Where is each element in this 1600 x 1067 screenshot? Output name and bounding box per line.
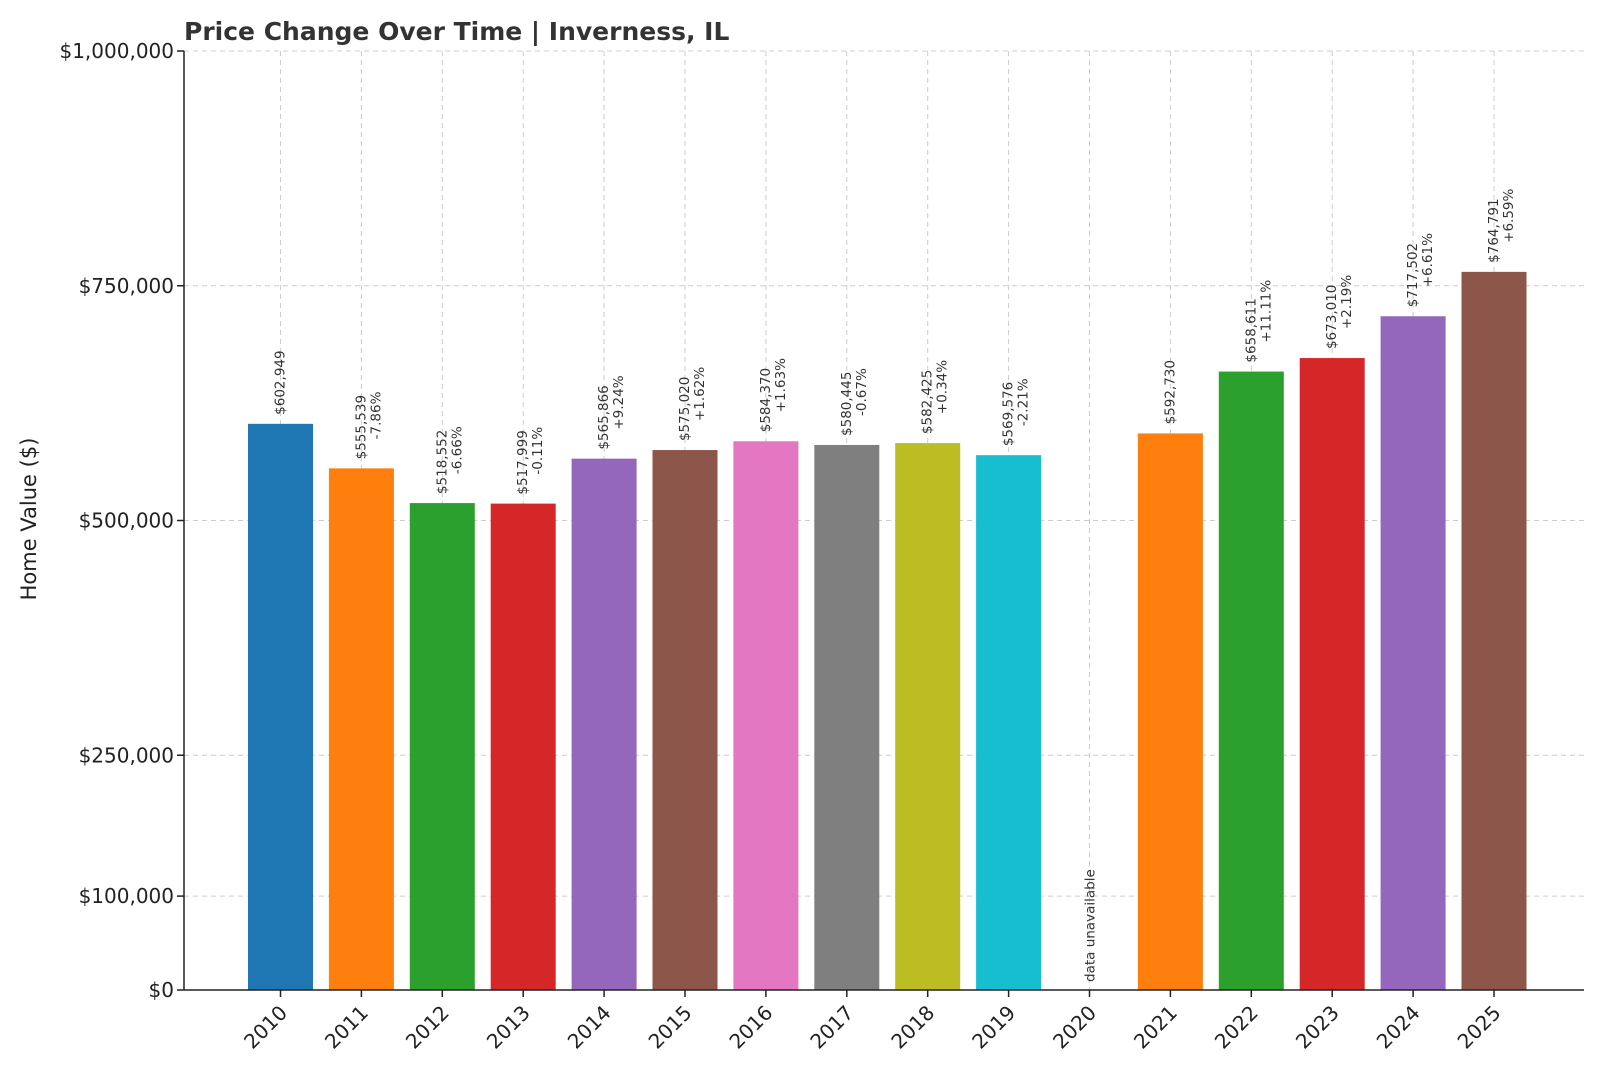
gridlines [184, 50, 1584, 990]
change-label-2025: +6.59% [1501, 188, 1517, 242]
bar-2010 [248, 423, 313, 990]
y-tick-label: $500,000 [79, 509, 174, 533]
x-tick-label: 2016 [724, 1001, 777, 1054]
y-tick-label: $0 [149, 978, 174, 1002]
value-label-2025: $764,791 [1486, 198, 1502, 262]
bar-2019 [976, 455, 1042, 991]
value-label-2021: $592,730 [1162, 360, 1178, 424]
x-tick-labels: 2010 2011 2012 2013 2014 2015 2016 2017 2018 2019… [239, 1001, 1505, 1054]
change-label-2018: +0.34% [935, 360, 951, 414]
x-tick-label: 2019 [967, 1001, 1020, 1054]
change-label-2019: -2.21% [1016, 378, 1032, 426]
x-tick-label: 2017 [805, 1001, 858, 1054]
value-label-2019: $569,576 [1001, 382, 1017, 446]
change-label-2016: +1.63% [773, 358, 789, 412]
bar-2025 [1461, 271, 1527, 991]
y-tick-label: $750,000 [79, 274, 174, 298]
data-labels: $602,949 $555,539 -7.86% $518,552 -6.66% $517… [273, 188, 1518, 982]
y-tick-labels: $0 $100,000 $250,000 $500,000 $750,000 $1,000… [59, 39, 174, 1002]
axes [177, 50, 1584, 997]
value-label-2015: $575,020 [677, 377, 693, 441]
x-tick-label: 2015 [644, 1001, 697, 1054]
y-axis-label: Home Value ($) [17, 438, 41, 601]
y-tick-label: $250,000 [79, 743, 174, 767]
bar-2016 [733, 441, 799, 990]
x-tick-label: 2014 [563, 1001, 616, 1054]
value-label-2012: $518,552 [434, 430, 450, 494]
bars [248, 271, 1527, 991]
bar-2017 [814, 444, 880, 990]
change-label-2012: -6.66% [449, 426, 465, 474]
chart-title: Price Change Over Time | Inverness, IL [184, 17, 729, 46]
x-tick-label: 2010 [239, 1001, 292, 1054]
x-tick-label: 2025 [1453, 1001, 1506, 1054]
bar-2012 [409, 503, 475, 990]
bar-2013 [490, 503, 556, 990]
x-tick-label: 2024 [1372, 1001, 1425, 1054]
x-tick-label: 2023 [1291, 1001, 1344, 1054]
value-label-2023: $673,010 [1324, 285, 1340, 349]
value-label-2022: $658,611 [1243, 298, 1259, 362]
change-label-2017: -0.67% [854, 368, 870, 416]
bar-2018 [895, 443, 961, 991]
change-label-2022: +11.11% [1258, 280, 1274, 343]
value-label-2011: $555,539 [353, 395, 369, 459]
x-tick-label: 2012 [401, 1001, 454, 1054]
bar-2015 [652, 450, 718, 990]
bar-2011 [328, 468, 394, 990]
change-label-2011: -7.86% [368, 391, 384, 439]
value-label-2014: $565,866 [596, 385, 612, 449]
value-label-2016: $584,370 [758, 368, 774, 432]
value-label-2013: $517,999 [515, 430, 531, 494]
change-label-2023: +2.19% [1339, 275, 1355, 329]
bar-2022 [1218, 371, 1284, 990]
bar-2014 [571, 458, 637, 990]
x-tick-label: 2011 [320, 1001, 373, 1054]
change-label-2024: +6.61% [1420, 233, 1436, 287]
bar-2024 [1380, 316, 1446, 990]
change-label-2015: +1.62% [692, 367, 708, 421]
change-label-2014: +9.24% [611, 375, 627, 429]
x-tick-label: 2013 [482, 1001, 535, 1054]
change-label-2013: -0.11% [530, 427, 546, 475]
value-label-2024: $717,502 [1405, 243, 1421, 307]
value-label-2017: $580,445 [839, 372, 855, 436]
x-tick-label: 2021 [1129, 1001, 1182, 1054]
y-tick-label: $1,000,000 [59, 39, 174, 63]
value-label-2018: $582,425 [920, 370, 936, 434]
missing-data-label: data unavailable [1083, 869, 1099, 982]
bar-2023 [1299, 358, 1365, 991]
x-tick-label: 2018 [886, 1001, 939, 1054]
bar-2021 [1137, 433, 1203, 991]
x-tick-label: 2020 [1048, 1001, 1101, 1054]
y-tick-label: $100,000 [79, 884, 174, 908]
value-label-2010: $602,949 [273, 350, 289, 414]
x-tick-label: 2022 [1210, 1001, 1263, 1054]
